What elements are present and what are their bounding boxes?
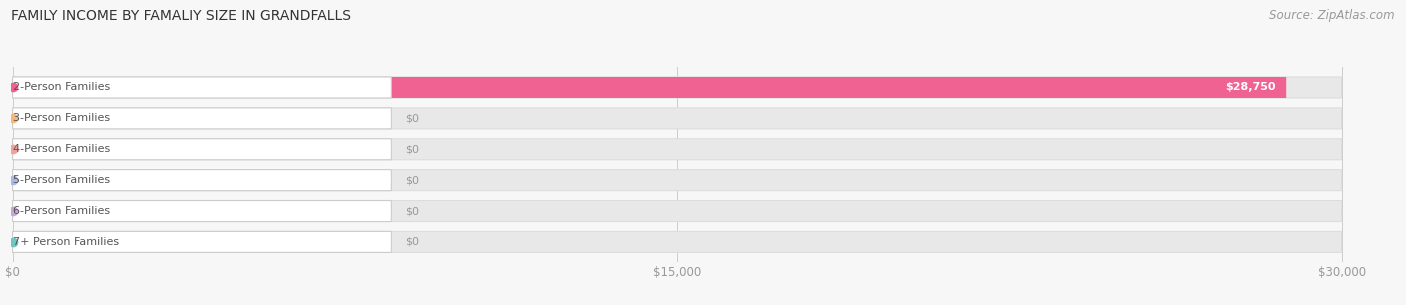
Text: $0: $0: [405, 144, 419, 154]
Text: $0: $0: [405, 175, 419, 185]
FancyBboxPatch shape: [13, 108, 1341, 129]
Text: $28,750: $28,750: [1225, 82, 1275, 92]
FancyBboxPatch shape: [13, 139, 1341, 160]
FancyBboxPatch shape: [13, 77, 391, 98]
Text: $0: $0: [405, 237, 419, 247]
Text: 4-Person Families: 4-Person Families: [13, 144, 110, 154]
Text: 5-Person Families: 5-Person Families: [13, 175, 110, 185]
Text: $0: $0: [405, 206, 419, 216]
Text: 2-Person Families: 2-Person Families: [13, 82, 110, 92]
Text: 6-Person Families: 6-Person Families: [13, 206, 110, 216]
Text: $0: $0: [405, 113, 419, 123]
FancyBboxPatch shape: [13, 77, 1286, 98]
Text: FAMILY INCOME BY FAMALIY SIZE IN GRANDFALLS: FAMILY INCOME BY FAMALIY SIZE IN GRANDFA…: [11, 9, 352, 23]
FancyBboxPatch shape: [13, 200, 1341, 221]
FancyBboxPatch shape: [13, 231, 1341, 253]
FancyBboxPatch shape: [13, 170, 1341, 191]
FancyBboxPatch shape: [13, 139, 391, 160]
FancyBboxPatch shape: [13, 108, 391, 129]
FancyBboxPatch shape: [13, 77, 1341, 98]
FancyBboxPatch shape: [13, 231, 391, 253]
Text: 3-Person Families: 3-Person Families: [13, 113, 110, 123]
FancyBboxPatch shape: [13, 200, 391, 221]
Text: Source: ZipAtlas.com: Source: ZipAtlas.com: [1270, 9, 1395, 22]
FancyBboxPatch shape: [13, 170, 391, 191]
Text: 7+ Person Families: 7+ Person Families: [13, 237, 118, 247]
